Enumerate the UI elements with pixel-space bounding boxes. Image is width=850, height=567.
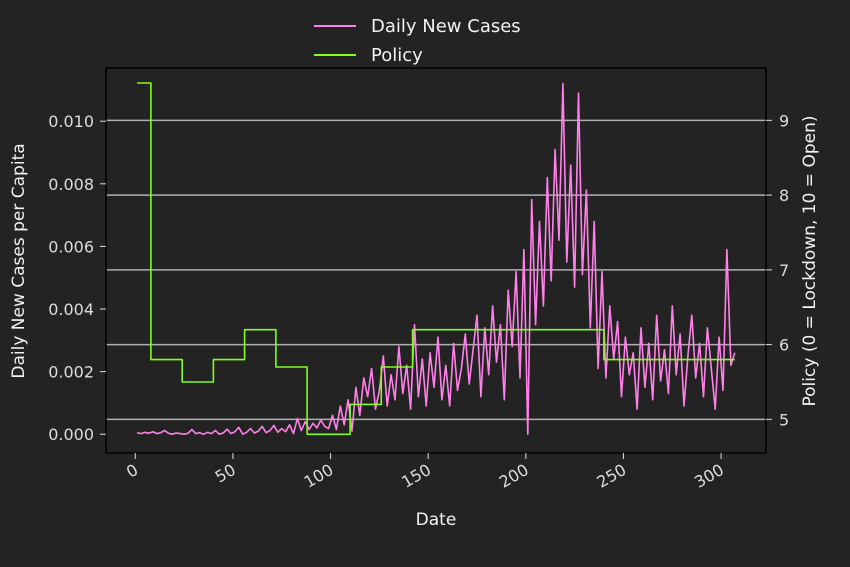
y-left-tick-label: 0.008 bbox=[48, 175, 94, 194]
x-tick-label: 300 bbox=[691, 460, 727, 492]
x-axis-title: Date bbox=[416, 510, 457, 530]
x-tick-label: 100 bbox=[301, 460, 337, 492]
y-right-tick-label: 6 bbox=[779, 336, 789, 355]
y-left-tick-label: 0.002 bbox=[48, 363, 94, 382]
series-layer bbox=[137, 82, 736, 436]
y-left-tick-label: 0.000 bbox=[48, 425, 94, 444]
y-axis-left-title: Daily New Cases per Capita bbox=[9, 143, 29, 378]
x-tick-label: 0 bbox=[123, 460, 141, 482]
y-right-tick-label: 8 bbox=[779, 186, 789, 205]
legend-label-policy: Policy bbox=[371, 45, 423, 66]
x-tick-label: 200 bbox=[496, 460, 532, 492]
y-left-tick-label: 0.010 bbox=[48, 112, 94, 131]
y-right-tick-label: 7 bbox=[779, 261, 789, 280]
legend: Daily New Cases Policy bbox=[314, 16, 521, 66]
y-axis-right-title: Policy (0 = Lockdown, 10 = Open) bbox=[800, 116, 820, 407]
plot-background bbox=[106, 68, 766, 453]
plot-frame bbox=[105, 67, 767, 454]
y-right-tick-label: 5 bbox=[779, 410, 789, 429]
y-right-tick-label: 9 bbox=[779, 111, 789, 130]
series-line-policy bbox=[137, 82, 735, 436]
x-tick-label: 150 bbox=[398, 460, 434, 492]
x-tick-label: 250 bbox=[594, 460, 630, 492]
y-left-tick-label: 0.006 bbox=[48, 237, 94, 256]
y-left-tick-label: 0.004 bbox=[48, 300, 94, 319]
x-tick-label: 50 bbox=[212, 460, 239, 487]
series-line-daily-new-cases bbox=[137, 82, 736, 436]
legend-label-daily-new-cases: Daily New Cases bbox=[371, 16, 521, 37]
